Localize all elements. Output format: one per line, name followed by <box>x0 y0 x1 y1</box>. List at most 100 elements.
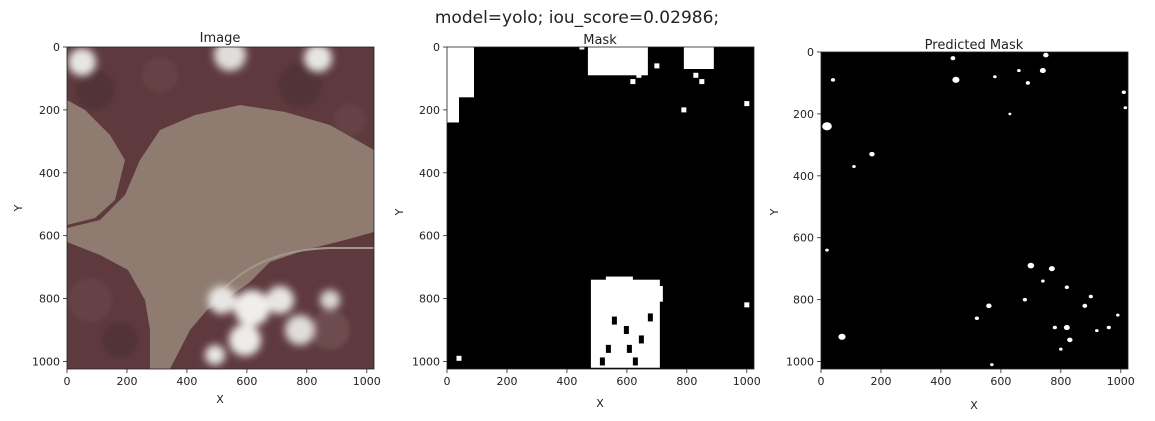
predicted-blob <box>1067 337 1073 343</box>
predicted-blob <box>1121 90 1126 95</box>
predicted-blob <box>1048 266 1055 272</box>
mask-hole <box>632 357 638 366</box>
x-tick-label: 0 <box>818 375 825 388</box>
y-tick-label: 0 <box>807 46 814 59</box>
y-tick-label: 400 <box>793 170 814 183</box>
predicted-blob <box>1059 347 1063 351</box>
y-tick-label: 800 <box>793 294 814 307</box>
mask-background <box>821 52 1128 369</box>
mask-regions <box>447 47 750 368</box>
x-tick-label: 1000 <box>733 375 761 388</box>
x-tick-label: 1000 <box>353 375 381 388</box>
mask-hole <box>611 316 617 325</box>
land-texture <box>68 57 366 358</box>
predicted-blob <box>1039 68 1046 74</box>
y-tick-label: 200 <box>793 108 814 121</box>
y-tick-label: 600 <box>419 230 440 243</box>
mask-speck <box>744 302 750 308</box>
x-tick-label: 0 <box>444 375 451 388</box>
predicted-blob <box>1052 325 1057 330</box>
panel-image: Image <box>12 31 381 406</box>
x-tick-label: 200 <box>116 375 137 388</box>
mask-region <box>447 94 459 123</box>
mask-speck <box>693 72 699 78</box>
mask-hole <box>638 335 644 344</box>
mask-region <box>629 285 663 302</box>
predicted-blob <box>825 248 829 252</box>
y-tick-label: 1000 <box>32 355 60 368</box>
x-tick-label: 600 <box>616 375 637 388</box>
y-tick-label: 400 <box>39 167 60 180</box>
mask-hole <box>647 313 653 322</box>
y-tick-label: 200 <box>419 104 440 117</box>
x-axis-label: X <box>596 397 604 410</box>
water-body <box>67 105 374 369</box>
predicted-blob <box>1043 52 1049 58</box>
mask-speck <box>681 107 687 113</box>
mask-speck <box>456 355 462 361</box>
predicted-blob <box>1095 329 1099 333</box>
x-axis-label: X <box>970 399 978 412</box>
mask-speck <box>621 69 627 75</box>
mask-image <box>447 47 754 369</box>
x-tick-label: 600 <box>990 375 1011 388</box>
cloud-cover <box>68 47 340 365</box>
y-tick-label: 0 <box>53 41 60 54</box>
mask-hole <box>599 357 605 366</box>
figure-suptitle: model=yolo; iou_score=0.02986; <box>435 8 719 28</box>
predicted-blob <box>1027 262 1035 269</box>
x-tick-label: 200 <box>870 375 891 388</box>
x-tick-label: 400 <box>176 375 197 388</box>
predicted-blob <box>822 122 832 131</box>
y-tick-label: 400 <box>419 167 440 180</box>
axes-frame <box>820 51 1129 370</box>
predicted-blob <box>1082 303 1088 308</box>
predicted-blob <box>1041 279 1045 283</box>
x-tick-label: 400 <box>556 375 577 388</box>
mask-speck <box>636 72 642 78</box>
mask-speck <box>579 47 585 50</box>
water-lobe <box>67 100 125 225</box>
y-tick-label: 800 <box>419 293 440 306</box>
predicted-blob <box>1106 325 1111 330</box>
x-tick-label: 400 <box>930 375 951 388</box>
y-tick-label: 0 <box>433 41 440 54</box>
mask-region <box>683 47 714 70</box>
axes-frame <box>66 46 375 370</box>
predicted-blob <box>974 316 979 321</box>
mask-speck <box>654 63 660 69</box>
predicted-blob <box>869 151 875 157</box>
mask-region <box>587 47 648 76</box>
x-tick-label: 1000 <box>1107 375 1135 388</box>
y-axis-label: Y <box>12 204 25 212</box>
y-tick-label: 600 <box>39 230 60 243</box>
y-axis-label: Y <box>768 208 781 216</box>
panel-mask: Mask 0 200 400 600 800 100002004006008001000 … <box>393 33 761 410</box>
predicted-blob <box>1116 313 1120 317</box>
panel-predicted-mask: Predicted Mask 0 200 400 600 800 1000 0 200 400 6… <box>768 38 1135 412</box>
predicted-blob <box>1022 297 1027 302</box>
x-tick-label: 600 <box>236 375 257 388</box>
y-tick-label: 200 <box>39 104 60 117</box>
predicted-blob <box>830 78 836 82</box>
predicted-blob <box>852 165 856 169</box>
predicted-blob <box>986 303 992 309</box>
y-tick-label: 1000 <box>786 356 814 369</box>
x-tick-label: 800 <box>1050 375 1071 388</box>
predicted-blob <box>1088 294 1093 299</box>
predicted-blob <box>1123 106 1128 110</box>
y-tick-label: 800 <box>39 293 60 306</box>
x-tick-label: 800 <box>296 375 317 388</box>
x-tick-label: 0 <box>64 375 71 388</box>
predicted-blob <box>1025 81 1030 85</box>
mask-region <box>447 47 474 98</box>
predicted-blob <box>1063 324 1070 331</box>
panel-title: Image <box>200 31 241 46</box>
y-tick-label: 1000 <box>412 355 440 368</box>
predicted-blob <box>838 333 846 340</box>
axis-ticks: 0 200 400 600 800 1000 0 200 400 600 800 1000 <box>412 41 761 388</box>
mask-speck <box>630 79 636 85</box>
x-tick-label: 800 <box>676 375 697 388</box>
predicted-mask-image <box>821 52 1128 369</box>
